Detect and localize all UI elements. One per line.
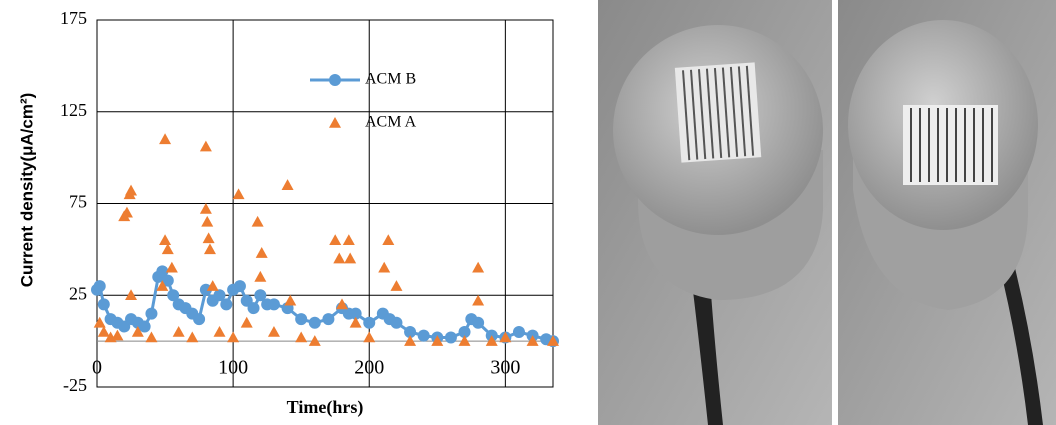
x-axis-label: Time(hrs): [287, 397, 364, 418]
marker: [472, 317, 484, 329]
marker: [227, 331, 239, 342]
photos: [598, 0, 1056, 425]
marker: [472, 295, 484, 306]
page: Time(hrs) Current density(μA/cm²) -25 25 7…: [0, 0, 1056, 425]
marker: [472, 262, 484, 273]
photo-right: [838, 0, 1056, 425]
marker: [363, 331, 375, 342]
photo-left: [598, 0, 832, 425]
marker: [363, 317, 375, 329]
marker: [322, 313, 334, 325]
marker: [159, 133, 171, 144]
y-tick-label: 25: [69, 283, 87, 303]
marker: [282, 179, 294, 190]
marker: [268, 298, 280, 310]
marker: [94, 317, 106, 328]
marker: [159, 234, 171, 245]
marker: [284, 295, 296, 306]
legend-marker: [329, 74, 341, 86]
legend-label: ACM B: [365, 71, 416, 88]
marker: [173, 326, 185, 337]
marker: [214, 326, 226, 337]
marker: [125, 289, 137, 300]
marker: [94, 280, 106, 292]
marker: [252, 216, 264, 227]
marker: [513, 326, 525, 338]
marker: [203, 232, 215, 243]
marker: [329, 234, 341, 245]
marker: [145, 308, 157, 320]
marker: [125, 185, 137, 196]
marker: [309, 317, 321, 329]
marker: [390, 317, 402, 329]
y-tick-label: -25: [63, 375, 87, 395]
marker: [241, 317, 253, 328]
marker: [390, 280, 402, 291]
marker: [309, 335, 321, 346]
marker: [382, 234, 394, 245]
marker: [234, 280, 246, 292]
marker: [98, 298, 110, 310]
marker: [220, 298, 232, 310]
y-tick-label: 125: [60, 100, 87, 120]
marker: [201, 216, 213, 227]
y-axis-label: Current density(μA/cm²): [17, 93, 36, 288]
marker: [344, 253, 356, 264]
y-tick-label: 75: [69, 192, 87, 212]
marker: [378, 262, 390, 273]
marker: [343, 234, 355, 245]
marker: [418, 330, 430, 342]
marker: [193, 313, 205, 325]
marker: [333, 253, 345, 264]
marker: [233, 188, 245, 199]
marker: [295, 331, 307, 342]
marker: [445, 331, 457, 343]
marker: [204, 243, 216, 254]
marker: [459, 335, 471, 346]
marker: [200, 203, 212, 214]
legend-label: ACM A: [365, 114, 417, 131]
marker: [295, 313, 307, 325]
chart: Time(hrs) Current density(μA/cm²) -25 25 7…: [0, 0, 590, 425]
marker: [121, 207, 133, 218]
marker: [186, 331, 198, 342]
marker: [404, 335, 416, 346]
marker: [166, 262, 178, 273]
marker: [200, 141, 212, 152]
marker: [254, 271, 266, 282]
legend-marker: [329, 117, 341, 128]
marker: [248, 302, 260, 314]
y-tick-label: 175: [60, 8, 87, 28]
marker: [268, 326, 280, 337]
marker: [256, 247, 268, 258]
marker: [145, 331, 157, 342]
